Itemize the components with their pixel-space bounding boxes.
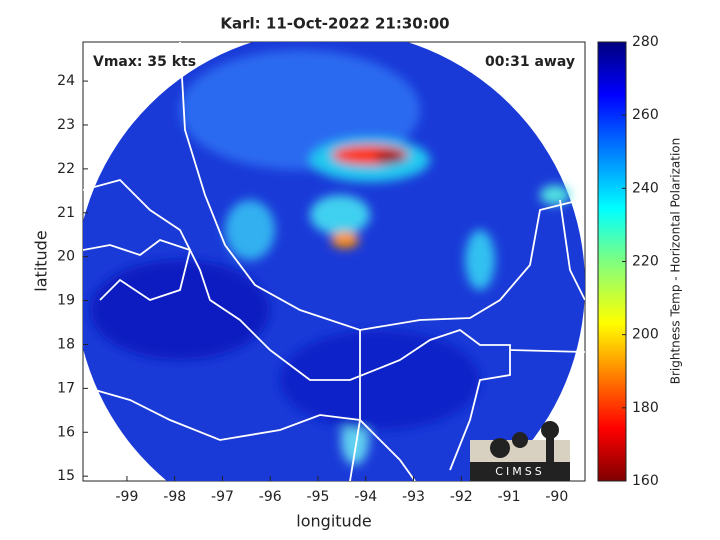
colorbar-tick-label: 260 <box>632 107 659 123</box>
y-tick-label: 19 <box>57 293 75 309</box>
x-tick-label: -96 <box>259 489 282 505</box>
x-tick-label: -98 <box>163 489 186 505</box>
x-tick-label: -93 <box>402 489 425 505</box>
y-tick-label: 16 <box>57 424 75 440</box>
colorbar-tick-label: 240 <box>632 180 659 196</box>
x-tick-label: -90 <box>545 489 568 505</box>
colorbar-tick-label: 180 <box>632 400 659 416</box>
colorbar-tick-label: 280 <box>632 34 659 50</box>
annotation: Vmax: 35 kts <box>93 54 196 70</box>
colorbar-tick-label: 160 <box>632 473 659 489</box>
chart-title: Karl: 11-Oct-2022 21:30:00 <box>220 15 449 33</box>
y-tick-label: 17 <box>57 380 75 396</box>
x-tick-label: -94 <box>354 489 377 505</box>
colorbar-tick-label: 200 <box>632 327 659 343</box>
y-tick-label: 24 <box>57 73 75 89</box>
x-tick-label: -95 <box>307 489 330 505</box>
y-tick-label: 22 <box>57 161 75 177</box>
x-tick-label: -97 <box>211 489 234 505</box>
colorbar-tick-label: 220 <box>632 254 659 270</box>
y-tick-label: 18 <box>57 336 75 352</box>
y-tick-label: 15 <box>57 468 75 484</box>
x-axis-label: longitude <box>296 512 371 531</box>
annotation: 00:31 away <box>485 54 575 70</box>
y-tick-label: 23 <box>57 117 75 133</box>
logo: CIMSS <box>470 421 570 481</box>
y-tick-label: 21 <box>57 205 75 221</box>
y-tick-label: 20 <box>57 249 75 265</box>
x-tick-label: -91 <box>498 489 521 505</box>
logo-text: CIMSS <box>495 465 544 478</box>
y-axis-label: latitude <box>32 230 51 291</box>
x-tick-label: -99 <box>116 489 139 505</box>
colorbar-label: Brightness Temp - Horizontal Polarizatio… <box>669 138 683 385</box>
colorbar <box>597 41 627 482</box>
x-tick-label: -92 <box>450 489 473 505</box>
swath <box>83 42 585 481</box>
